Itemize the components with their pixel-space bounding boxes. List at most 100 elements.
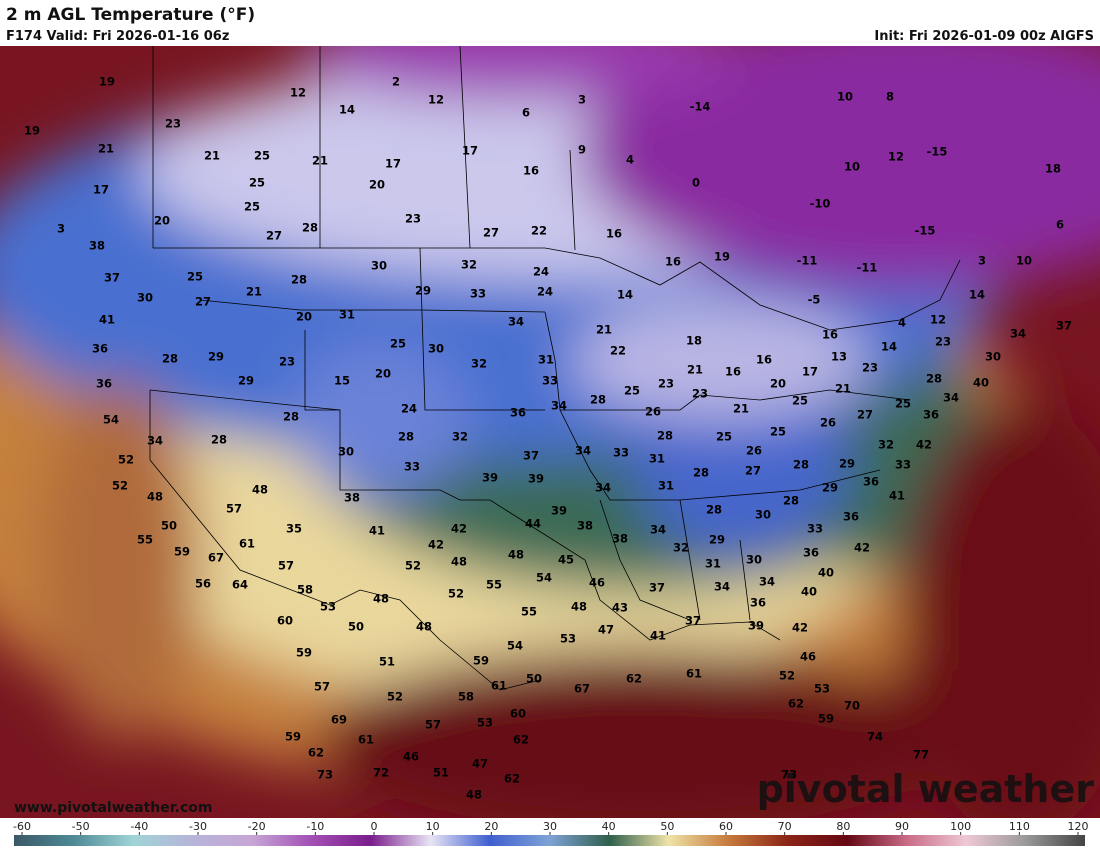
- colorbar-tick-label: -40: [130, 820, 148, 833]
- temperature-label: 47: [598, 623, 614, 637]
- temperature-label: 20: [154, 214, 170, 228]
- temperature-label: 25: [792, 394, 808, 408]
- temperature-label: 23: [862, 361, 878, 375]
- temperature-label: 74: [867, 730, 883, 744]
- colorbar-tick-label: -30: [189, 820, 207, 833]
- temperature-label: 20: [296, 310, 312, 324]
- temperature-label: 48: [416, 620, 432, 634]
- temperature-label: 25: [895, 397, 911, 411]
- valid-time: F174 Valid: Fri 2026-01-16 06z: [6, 29, 229, 44]
- title: 2 m AGL Temperature (°F): [6, 5, 255, 25]
- temperature-label: 25: [390, 337, 406, 351]
- temperature-label: 17: [385, 157, 401, 171]
- temperature-label: 37: [523, 449, 539, 463]
- colorbar-ticks: -60 -50 -40 -30 -20 -10 0 10 20 30 40 50 60 70 80 90 100…: [13, 820, 1089, 835]
- temperature-label: 28: [590, 393, 606, 407]
- temperature-label: 18: [686, 334, 702, 348]
- temperature-label: 32: [461, 258, 477, 272]
- temperature-label: 14: [881, 340, 897, 354]
- temperature-label: 38: [344, 491, 360, 505]
- colorbar-tick-label: 10: [426, 820, 440, 833]
- temperature-label: 20: [369, 178, 385, 192]
- temperature-label: 48: [571, 600, 587, 614]
- temperature-label: 29: [208, 350, 224, 364]
- temperature-label: 12: [888, 150, 904, 164]
- temperature-label: 60: [510, 707, 526, 721]
- temperature-label: 2: [392, 75, 400, 89]
- colorbar-tick-label: 70: [778, 820, 792, 833]
- temperature-label: 28: [783, 494, 799, 508]
- temperature-label: 59: [296, 646, 312, 660]
- temperature-label: 12: [930, 313, 946, 327]
- temperature-label: 27: [483, 226, 499, 240]
- temperature-label: 21: [246, 285, 262, 299]
- temperature-label: 14: [339, 103, 355, 117]
- temperature-label: 22: [610, 344, 626, 358]
- temperature-label: 17: [93, 183, 109, 197]
- temperature-label: 60: [277, 614, 293, 628]
- temperature-label: 61: [491, 679, 507, 693]
- temperature-label: 62: [513, 733, 529, 747]
- temperature-label: 26: [746, 444, 762, 458]
- temperature-label: 24: [401, 402, 417, 416]
- temperature-label: 59: [818, 712, 834, 726]
- temperature-label: 10: [1016, 254, 1032, 268]
- temperature-label: 25: [244, 200, 260, 214]
- borders: [149, 46, 961, 691]
- temperature-label: 28: [706, 503, 722, 517]
- temperature-label: 21: [687, 363, 703, 377]
- temperature-label: 28: [211, 433, 227, 447]
- temperature-label: 36: [923, 408, 939, 422]
- temperature-label: 29: [238, 374, 254, 388]
- temperature-label: 30: [755, 508, 771, 522]
- temperature-label: 26: [820, 416, 836, 430]
- temperature-label: 28: [302, 221, 318, 235]
- temperature-label: 59: [174, 545, 190, 559]
- temperature-label: 29: [822, 481, 838, 495]
- temperature-label: 41: [650, 629, 666, 643]
- temperature-label: 14: [969, 288, 985, 302]
- temperature-label: 19: [24, 124, 40, 138]
- temperature-label: 52: [387, 690, 403, 704]
- colorbar-tick-label: 0: [371, 820, 378, 833]
- temperature-label: 32: [878, 438, 894, 452]
- temperature-label: 34: [595, 481, 611, 495]
- temperature-label: 4: [626, 153, 634, 167]
- temperature-label: 73: [781, 768, 797, 782]
- temperature-label: 58: [297, 583, 313, 597]
- temperature-label: 0: [692, 176, 700, 190]
- temperature-label: 39: [551, 504, 567, 518]
- temperature-label: 21: [835, 382, 851, 396]
- temperature-label: 28: [657, 429, 673, 443]
- temperature-label: 70: [844, 699, 860, 713]
- temperature-label: 52: [405, 559, 421, 573]
- temperature-label: 21: [596, 323, 612, 337]
- colorbar-tick-label: 50: [660, 820, 674, 833]
- temperature-label: 4: [898, 316, 906, 330]
- colorbar: [14, 835, 1085, 846]
- temperature-label: 24: [533, 265, 549, 279]
- temperature-label: 30: [746, 553, 762, 567]
- temperature-label: -15: [915, 224, 936, 238]
- temperature-label: 12: [290, 86, 306, 100]
- temperature-label: 37: [1056, 319, 1072, 333]
- temperature-label: 53: [814, 682, 830, 696]
- temperature-label: 36: [96, 377, 112, 391]
- temperature-label: 57: [425, 718, 441, 732]
- temperature-label: 73: [317, 768, 333, 782]
- temperature-label: 28: [693, 466, 709, 480]
- temperature-label: 42: [854, 541, 870, 555]
- temperature-label: 16: [665, 255, 681, 269]
- temperature-label: 22: [531, 224, 547, 238]
- temperature-label: 29: [709, 533, 725, 547]
- temperature-label: 30: [371, 259, 387, 273]
- temperature-label: 33: [404, 460, 420, 474]
- temperature-label: 40: [801, 585, 817, 599]
- temperature-label: 33: [542, 374, 558, 388]
- temperature-label: 72: [373, 766, 389, 780]
- temperature-label: 27: [745, 464, 761, 478]
- temperature-label: 31: [538, 353, 554, 367]
- temperature-label: 19: [99, 75, 115, 89]
